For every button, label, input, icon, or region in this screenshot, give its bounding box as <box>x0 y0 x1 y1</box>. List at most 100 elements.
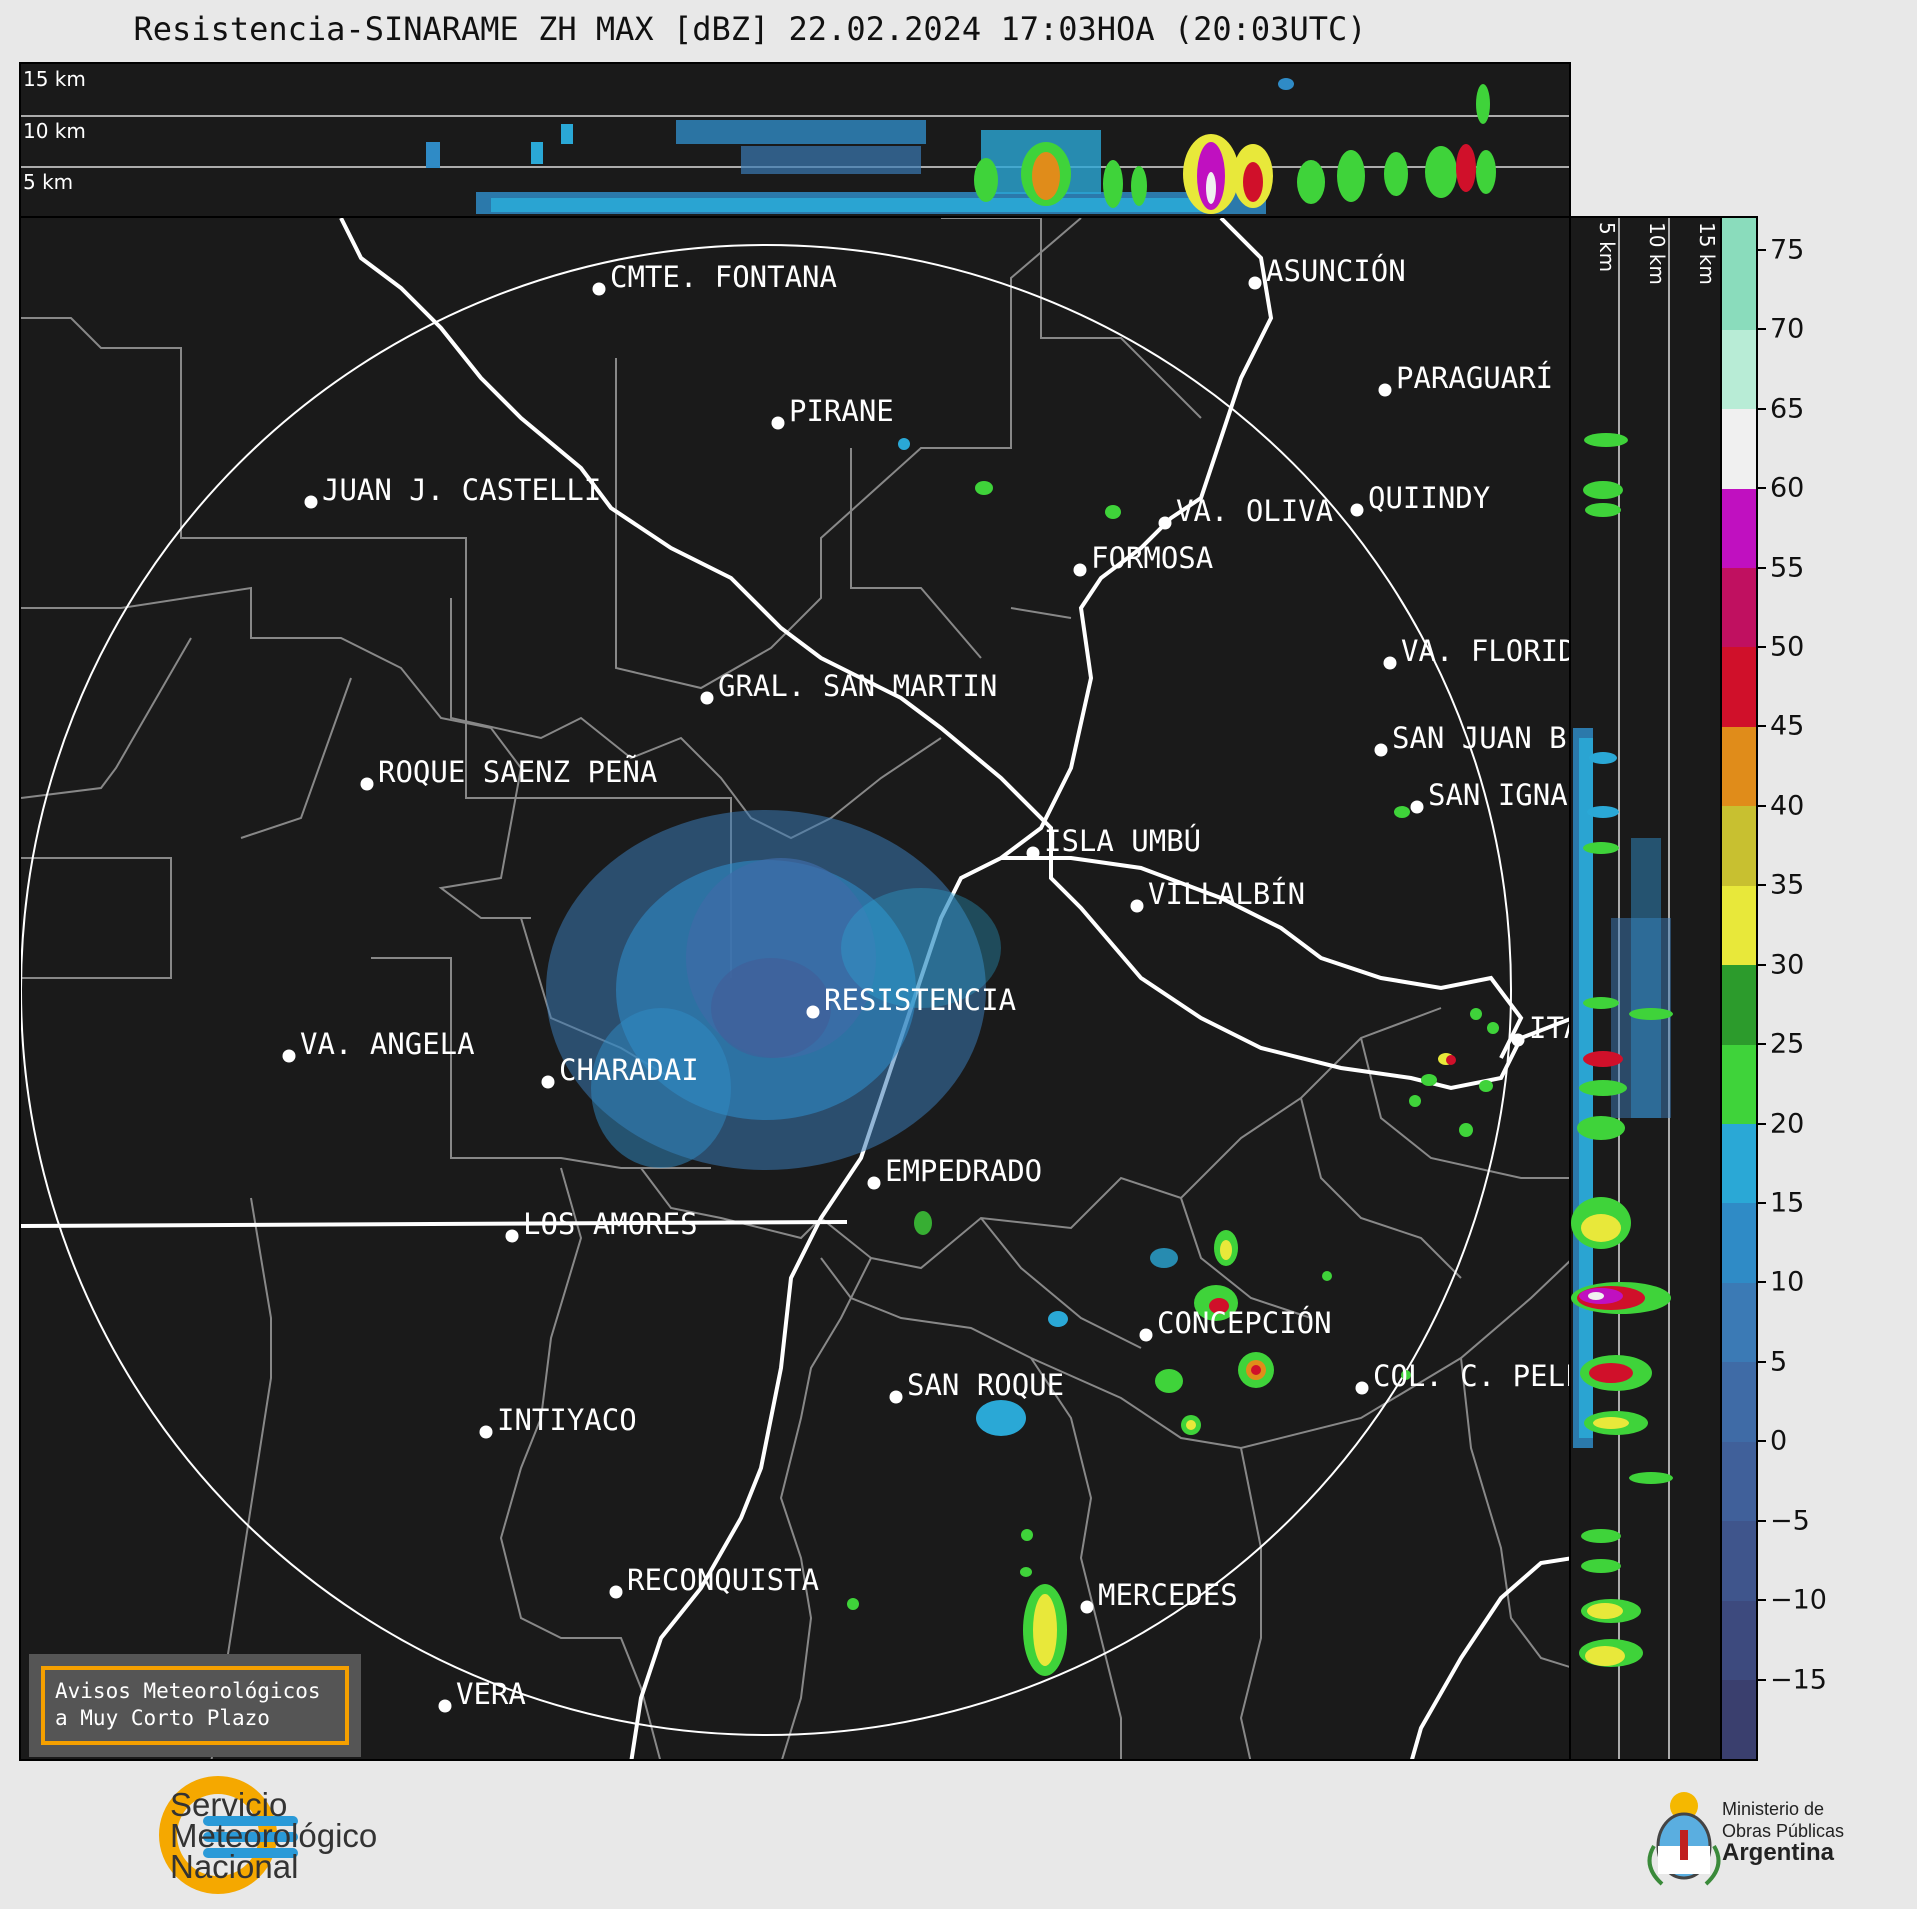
city-dot <box>771 416 785 430</box>
colorbar-tick-label: 20 <box>1770 1108 1805 1140</box>
colorbar-tick-label: 15 <box>1770 1187 1805 1219</box>
colorbar-tick-label: −5 <box>1770 1505 1810 1537</box>
colorbar-tick <box>1758 884 1766 887</box>
colorbar-tick-label: 10 <box>1770 1266 1805 1298</box>
radar-map[interactable]: CMTE. FONTANA ASUNCIÓN PIRANE PARAGUARÍ JUAN… <box>19 216 1571 1761</box>
city-label: INTIYACO <box>497 1403 637 1437</box>
colorbar-tick-label: 60 <box>1770 472 1805 504</box>
colorbar-tick-label: 65 <box>1770 393 1805 425</box>
colorbar-tick <box>1758 1599 1766 1602</box>
aviso-line-2: a Muy Corto Plazo <box>55 1706 270 1730</box>
city-label: RESISTENCIA <box>824 983 1016 1017</box>
colorbar-segment <box>1722 885 1756 966</box>
colorbar-tick <box>1758 804 1766 807</box>
aviso-box[interactable]: Avisos Meteorológicos a Muy Corto Plazo <box>29 1654 361 1757</box>
colorbar-tick-label: 55 <box>1770 552 1805 583</box>
city-dot <box>1026 846 1040 860</box>
city-dot <box>592 282 606 296</box>
colorbar-segment <box>1722 805 1756 886</box>
borders <box>21 218 1569 1759</box>
city-marker: SAN ROQUE <box>889 1368 1064 1404</box>
city-dot <box>1355 1381 1369 1395</box>
city-dot <box>1139 1328 1153 1342</box>
colorbar-segment <box>1722 567 1756 648</box>
ministerio-line-2: Obras Públicas <box>1722 1821 1845 1841</box>
top-echoes <box>426 78 1496 214</box>
city-dot <box>1374 743 1388 757</box>
city-dot <box>505 1229 519 1243</box>
colorbar-segment <box>1722 1679 1756 1759</box>
colorbar-tick <box>1758 1122 1766 1125</box>
range-ring <box>21 244 1512 1736</box>
city-label: ITATÍ <box>1529 1011 1571 1045</box>
city-label: ISLA UMBÚ <box>1044 824 1201 858</box>
city-dot <box>609 1585 623 1599</box>
city-marker: VILLALBÍN <box>1130 877 1305 913</box>
colorbar-tick <box>1758 487 1766 490</box>
top-alt-label-10: 10 km <box>23 119 86 143</box>
city-dot <box>541 1075 555 1089</box>
top-alt-label-15: 15 km <box>23 67 86 91</box>
cities-layer: CMTE. FONTANA ASUNCIÓN PIRANE PARAGUARÍ JUAN… <box>282 254 1571 1713</box>
ministerio-line-3: Argentina <box>1722 1839 1835 1866</box>
city-marker: VERA <box>438 1677 526 1713</box>
city-dot <box>304 495 318 509</box>
city-label: JUAN J. CASTELLI <box>322 473 601 507</box>
city-marker: CHARADAI <box>541 1053 699 1089</box>
colorbar-tick-label: 40 <box>1770 790 1805 822</box>
colorbar-segment <box>1722 1441 1756 1522</box>
city-label: PIRANE <box>789 394 894 428</box>
colorbar-tick <box>1758 407 1766 410</box>
side-alt-label-10: 10 km <box>1645 222 1669 285</box>
page-title: Resistencia-SINARAME ZH MAX [dBZ] 22.02.… <box>133 10 1367 48</box>
city-label: VILLALBÍN <box>1148 877 1305 911</box>
colorbar-tick-label: 25 <box>1770 1028 1805 1060</box>
city-marker: ITATÍ <box>1511 1011 1571 1047</box>
city-marker: SAN JUAN B. <box>1374 721 1569 757</box>
city-dot <box>1073 563 1087 577</box>
city-dot <box>1378 383 1392 397</box>
city-label: CHARADAI <box>559 1053 699 1087</box>
city-marker: FORMOSA <box>1073 541 1213 577</box>
colorbar-tick <box>1758 963 1766 966</box>
side-alt-label-15: 15 km <box>1695 222 1719 285</box>
city-dot <box>867 1176 881 1190</box>
colorbar-segment <box>1722 1520 1756 1601</box>
city-dot <box>282 1049 296 1063</box>
department-boundaries <box>21 218 1569 1759</box>
colorbar-segment <box>1722 1361 1756 1442</box>
smn-logo-line-3: Nacional <box>170 1848 299 1885</box>
argentina-shield-icon <box>1647 1792 1721 1886</box>
colorbar-tick <box>1758 328 1766 331</box>
top-cross-section-svg <box>21 78 1569 214</box>
aviso-border: Avisos Meteorológicos a Muy Corto Plazo <box>41 1666 349 1745</box>
colorbar-tick <box>1758 1201 1766 1204</box>
city-label: LOS AMORES <box>523 1207 698 1241</box>
colorbar-segment <box>1722 218 1756 330</box>
city-label: PARAGUARÍ <box>1396 361 1553 395</box>
city-dot <box>889 1390 903 1404</box>
colorbar-tick-label: 30 <box>1770 949 1805 981</box>
side-alt-label-5: 5 km <box>1595 222 1619 273</box>
city-dot <box>1383 656 1397 670</box>
city-label: VA. FLORIDA <box>1401 634 1571 668</box>
smn-logo-line-2: Meteorológico <box>170 1817 378 1854</box>
colorbar-tick <box>1758 725 1766 728</box>
city-marker: CONCEPCIÓN <box>1139 1306 1332 1342</box>
smn-logo-line-1: Servicio <box>170 1786 288 1823</box>
city-marker: JUAN J. CASTELLI <box>304 473 601 509</box>
city-dot <box>1511 1033 1525 1047</box>
city-dot <box>1248 276 1262 290</box>
city-marker: ISLA UMBÚ <box>1026 824 1201 860</box>
colorbar-segment <box>1722 329 1756 410</box>
city-marker: CMTE. FONTANA <box>592 260 837 296</box>
city-label: EMPEDRADO <box>885 1154 1042 1188</box>
top-cross-section: 15 km 10 km 5 km <box>19 62 1571 218</box>
ministerio-logo-text: Ministerio de Obras Públicas Argentina <box>1722 1798 1844 1865</box>
city-marker: ROQUE SAENZ PEÑA <box>360 755 657 791</box>
city-dot <box>360 777 374 791</box>
city-marker: LOS AMORES <box>505 1207 698 1243</box>
colorbar-tick-label: 0 <box>1770 1425 1788 1457</box>
colorbar-tick-label: 75 <box>1770 234 1805 266</box>
city-dot <box>700 691 714 705</box>
